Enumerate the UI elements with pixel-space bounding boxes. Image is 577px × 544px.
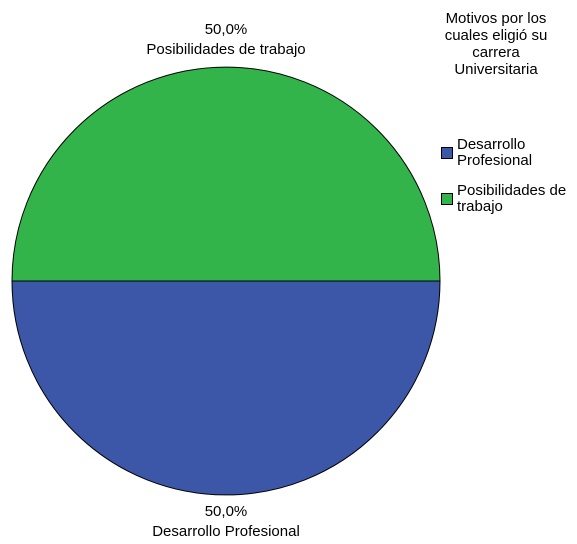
legend-item: Desarrollo Profesional: [441, 137, 575, 169]
legend-swatch: [441, 147, 453, 159]
slice-value-label: 50,0%: [205, 21, 248, 38]
legend-label: Posibilidades de trabajo: [457, 182, 567, 215]
legend-title: Motivos por los cuales eligió su carrera…: [444, 10, 548, 78]
legend-label: Desarrollo Profesional: [457, 136, 533, 169]
slice-category-label: Desarrollo Profesional: [152, 523, 300, 540]
pie-slice: [11, 280, 441, 496]
pie-slice: [11, 66, 441, 282]
legend-swatch: [441, 193, 453, 205]
slice-value-label: 50,0%: [205, 503, 248, 520]
legend-item: Posibilidades de trabajo: [441, 183, 575, 215]
slice-category-label: Posibilidades de trabajo: [146, 41, 305, 58]
